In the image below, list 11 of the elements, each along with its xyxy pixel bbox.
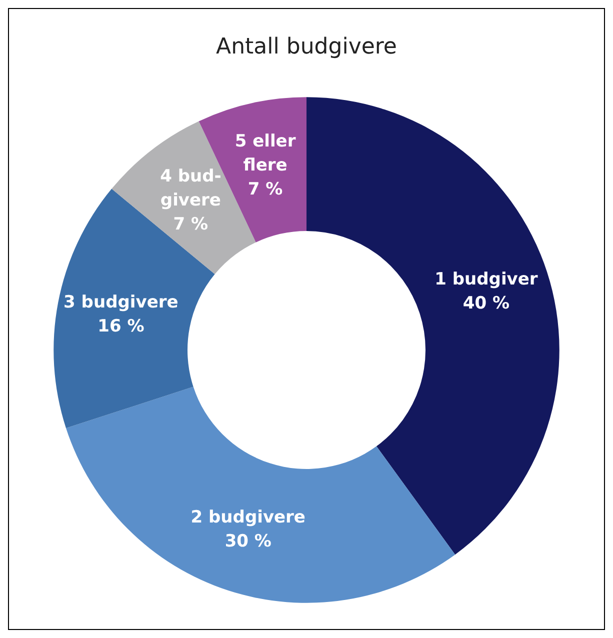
data-label: 7 % bbox=[173, 214, 208, 235]
slice-label: 4 bud- givere bbox=[160, 166, 222, 211]
data-label: 16 % bbox=[98, 316, 144, 337]
data-label: 7 % bbox=[248, 180, 283, 200]
slice-label: 3 budgivere bbox=[64, 292, 178, 313]
slice-label: 5 eller flere bbox=[234, 132, 296, 176]
chart-title: Antall budgivere bbox=[216, 34, 397, 60]
data-label: 40 % bbox=[462, 294, 510, 314]
slice-label: 1 budgiver bbox=[434, 270, 538, 290]
slice-label: 2 budgivere bbox=[190, 508, 306, 528]
data-label: 30 % bbox=[224, 532, 272, 552]
